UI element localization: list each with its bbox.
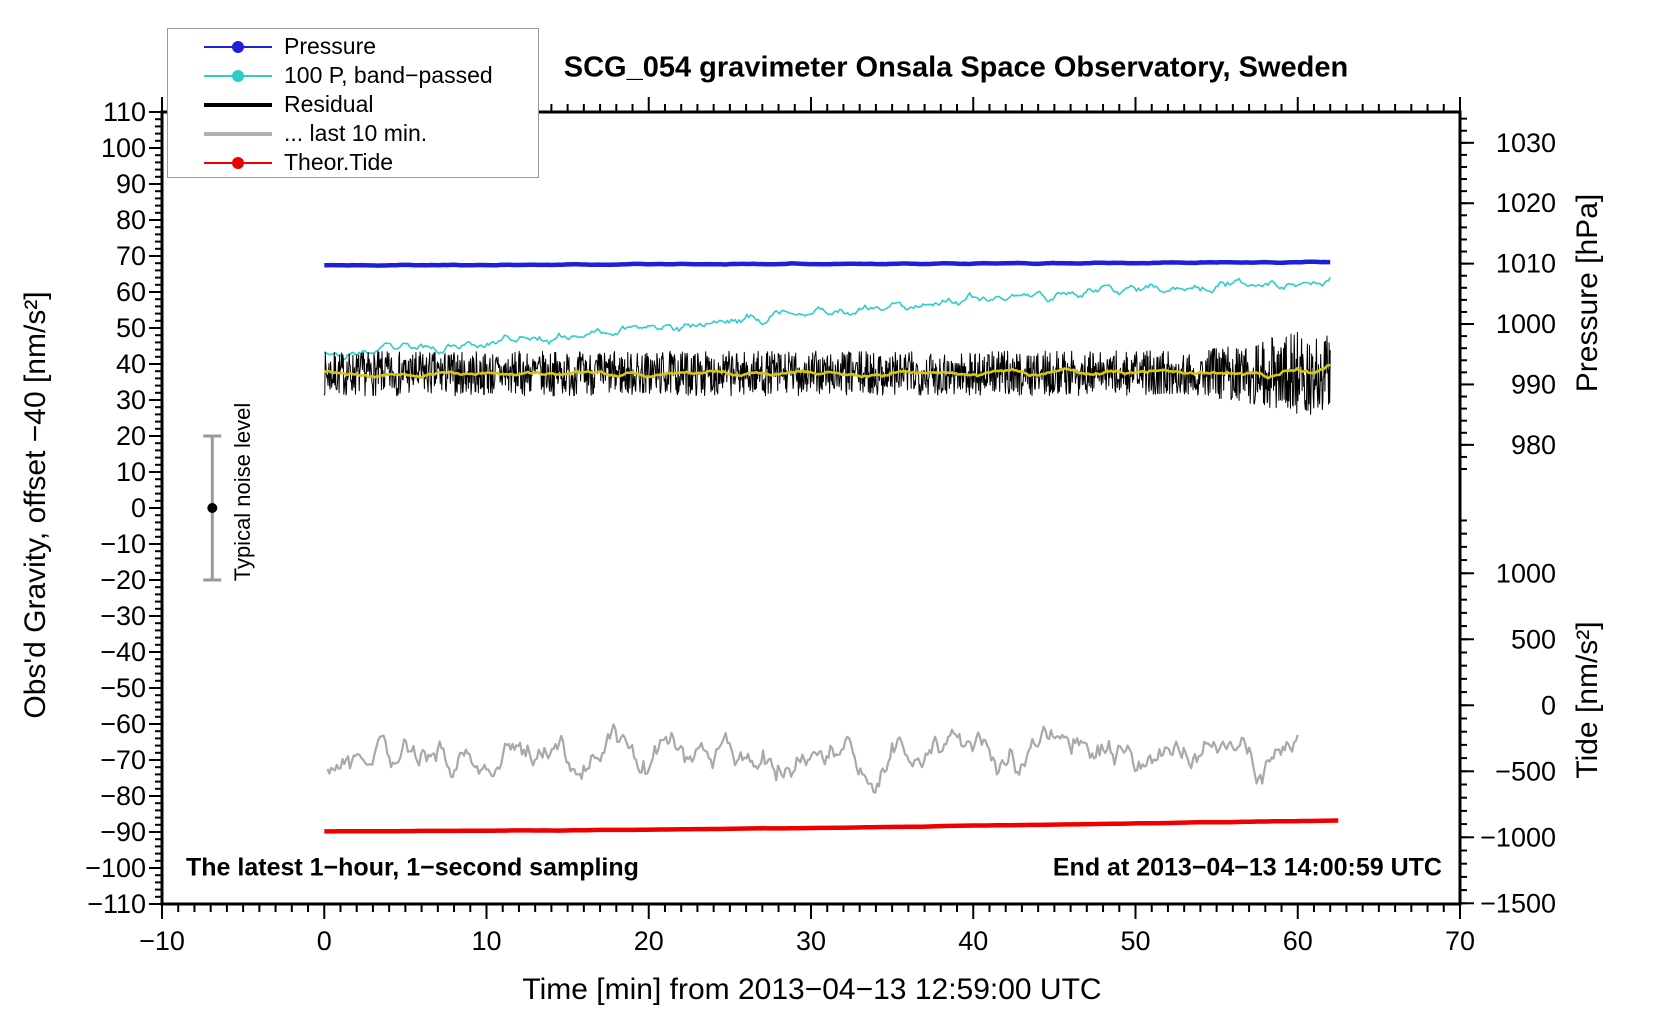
left-tick-label: 50: [116, 313, 146, 343]
tide-tick-label: 500: [1511, 624, 1556, 654]
pressure-tick-label: 1020: [1496, 188, 1556, 218]
left-tick-label: 40: [116, 349, 146, 379]
noise-level-label: Typical noise level: [230, 402, 255, 582]
pressure-axis-title: Pressure [hPa]: [1571, 193, 1604, 393]
x-tick-label: −10: [139, 926, 185, 956]
left-axis-title: Obs'd Gravity, offset −40 [nm/s²]: [19, 291, 52, 719]
series-residual: [323, 331, 1331, 415]
left-tick-label: −10: [100, 529, 146, 559]
pressure-tick-label: 990: [1511, 369, 1556, 399]
pressure-tick-label: 1030: [1496, 128, 1556, 158]
left-tick-label: −50: [100, 673, 146, 703]
legend-label: 100 P, band−passed: [284, 62, 493, 88]
x-tick-label: 60: [1283, 926, 1313, 956]
left-tick-label: 0: [131, 493, 146, 523]
pressure-tick-label: 980: [1511, 430, 1556, 460]
legend: Pressure 100 P, band−passed Residual ... la…: [167, 28, 539, 178]
sampling-annotation: The latest 1−hour, 1−second sampling: [186, 853, 639, 882]
legend-label: Pressure: [284, 33, 377, 59]
tide-tick-label: 0: [1541, 690, 1556, 720]
left-tick-label: −30: [100, 601, 146, 631]
legend-item: Residual: [168, 90, 538, 119]
legend-sample-line-icon: [204, 156, 272, 169]
legend-item: 100 P, band−passed: [168, 61, 538, 90]
left-tick-label: 20: [116, 421, 146, 451]
left-tick-label: −80: [100, 781, 146, 811]
series-band_passed: [323, 277, 1331, 361]
x-axis-title: Time [min] from 2013−04−13 12:59:00 UTC: [522, 973, 1102, 1006]
left-tick-label: −110: [87, 889, 146, 919]
x-tick-label: 50: [1120, 926, 1150, 956]
legend-item: Theor.Tide: [168, 148, 538, 177]
legend-label: Residual: [284, 91, 374, 117]
end-time-annotation: End at 2013−04−13 14:00:59 UTC: [1052, 853, 1442, 882]
left-tick-label: −60: [100, 709, 146, 739]
tide-tick-label: −1000: [1480, 822, 1556, 852]
pressure-tick-label: 1010: [1496, 249, 1556, 279]
legend-sample-line-icon: [204, 131, 272, 136]
legend-label: ... last 10 min.: [284, 120, 428, 146]
left-tick-label: −70: [100, 745, 146, 775]
legend-label: Theor.Tide: [284, 149, 394, 175]
series-theor_tide: [324, 818, 1339, 834]
left-tick-label: 70: [116, 241, 146, 271]
left-tick-label: 110: [103, 97, 146, 127]
legend-sample-line-icon: [204, 40, 272, 53]
series-residual_last_10_min: [326, 723, 1299, 794]
tide-tick-label: −500: [1495, 756, 1556, 786]
left-tick-label: 80: [116, 205, 146, 235]
x-tick-label: 30: [796, 926, 826, 956]
legend-item: ... last 10 min.: [168, 119, 538, 148]
left-tick-label: −20: [100, 565, 146, 595]
page-title: SCG_054 gravimeter Onsala Space Observat…: [563, 51, 1349, 84]
series-residual_smoothed: [323, 363, 1331, 380]
x-tick-label: 70: [1445, 926, 1475, 956]
x-tick-label: 0: [317, 926, 332, 956]
legend-item: Pressure: [168, 32, 538, 61]
legend-sample-line-icon: [204, 102, 272, 107]
series-pressure: [324, 259, 1331, 268]
tide-axis-title: Tide [nm/s²]: [1571, 621, 1604, 779]
left-tick-label: 60: [116, 277, 146, 307]
pressure-tick-label: 1000: [1496, 309, 1556, 339]
legend-sample-line-icon: [204, 69, 272, 82]
plot-frame: [160, 110, 1462, 906]
x-tick-label: 10: [471, 926, 501, 956]
left-tick-label: −100: [85, 853, 146, 883]
left-tick-label: 100: [101, 133, 146, 163]
x-tick-label: 20: [634, 926, 664, 956]
left-tick-label: −90: [100, 817, 146, 847]
left-tick-label: −40: [100, 637, 146, 667]
noise-bar-dot: [207, 503, 218, 513]
left-tick-label: 30: [116, 385, 146, 415]
left-tick-label: 10: [116, 457, 146, 487]
tide-tick-label: 1000: [1496, 558, 1556, 588]
tide-tick-label: −1500: [1480, 888, 1556, 918]
left-tick-label: 90: [116, 169, 146, 199]
x-tick-label: 40: [958, 926, 988, 956]
